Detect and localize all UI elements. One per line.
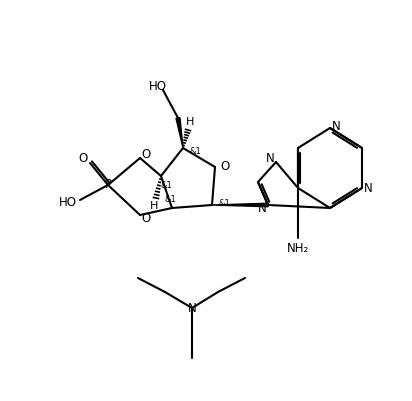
Text: &1: &1 bbox=[164, 196, 176, 205]
Polygon shape bbox=[176, 117, 183, 148]
Text: N: N bbox=[266, 152, 274, 166]
Text: H: H bbox=[186, 117, 194, 127]
Text: O: O bbox=[78, 152, 88, 166]
Text: HO: HO bbox=[149, 81, 167, 93]
Text: N: N bbox=[332, 120, 340, 134]
Text: N: N bbox=[364, 182, 372, 196]
Text: &1: &1 bbox=[189, 148, 201, 156]
Text: H: H bbox=[150, 201, 158, 211]
Text: O: O bbox=[220, 160, 229, 172]
Text: &1: &1 bbox=[218, 198, 230, 207]
Text: HO: HO bbox=[59, 196, 77, 209]
Text: P: P bbox=[105, 178, 112, 192]
Text: &1: &1 bbox=[160, 182, 172, 190]
Text: N: N bbox=[258, 201, 267, 215]
Text: O: O bbox=[141, 213, 151, 225]
Text: NH₂: NH₂ bbox=[287, 241, 309, 255]
Polygon shape bbox=[212, 203, 268, 207]
Text: O: O bbox=[141, 148, 151, 160]
Text: N: N bbox=[187, 302, 197, 314]
